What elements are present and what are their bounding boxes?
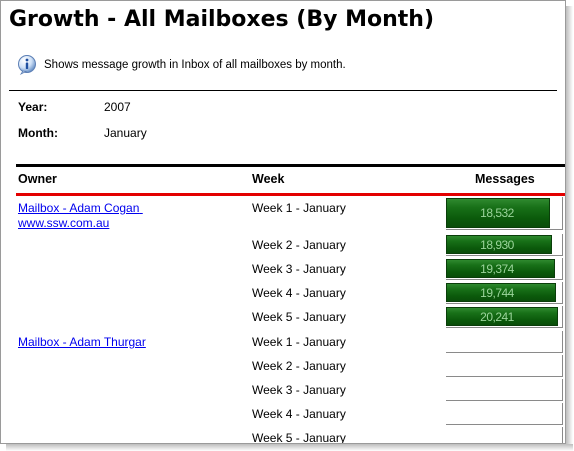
message-bar xyxy=(446,427,563,443)
month-value: January xyxy=(104,126,147,140)
week-label: Week 5 - January xyxy=(252,431,346,444)
week-label: Week 1 - January xyxy=(252,335,346,349)
message-bar xyxy=(446,379,563,401)
week-label: Week 1 - January xyxy=(252,201,346,215)
message-count: 19,744 xyxy=(480,285,514,300)
message-bar-fill: 19,744 xyxy=(446,283,556,302)
header-divider xyxy=(9,90,557,91)
page-title: Growth - All Mailboxes (By Month) xyxy=(9,7,435,32)
column-header-owner: Owner xyxy=(18,172,57,186)
message-count: 18,930 xyxy=(480,237,514,252)
info-icon xyxy=(18,55,36,75)
year-label: Year: xyxy=(18,100,48,114)
owner-name[interactable]: Mailbox - Adam Thurgar xyxy=(18,335,146,349)
message-bar xyxy=(446,331,563,353)
report-window: Growth - All Mailboxes (By Month) Shows … xyxy=(0,0,566,444)
column-header-week: Week xyxy=(252,172,285,186)
message-bar-fill: 18,930 xyxy=(446,235,552,254)
week-label: Week 3 - January xyxy=(252,262,346,276)
week-label: Week 5 - January xyxy=(252,310,346,324)
message-bar-fill: 18,532 xyxy=(446,198,550,228)
message-bar: 18,532 xyxy=(446,197,563,230)
window-shadow-right xyxy=(566,6,573,451)
week-label: Week 4 - January xyxy=(252,286,346,300)
info-text: Shows message growth in Inbox of all mai… xyxy=(44,59,346,71)
message-bar-fill: 19,374 xyxy=(446,259,555,278)
week-label: Week 4 - January xyxy=(252,407,346,421)
message-bar-fill: 20,241 xyxy=(446,307,558,326)
message-count: 19,374 xyxy=(480,261,514,276)
week-label: Week 2 - January xyxy=(252,359,346,373)
message-bar: 20,241 xyxy=(446,306,563,328)
owner-name[interactable]: Mailbox - Adam Cogan xyxy=(18,201,140,215)
table-top-rule xyxy=(16,164,565,167)
owner-link-adam-thurgar[interactable]: Mailbox - Adam Thurgar xyxy=(18,335,146,350)
week-label: Week 2 - January xyxy=(252,238,346,252)
owner-link-adam-cogan[interactable]: Mailbox - Adam Cogan www.ssw.com.au xyxy=(18,201,143,231)
owner-website[interactable]: www.ssw.com.au xyxy=(18,216,110,230)
column-header-messages: Messages xyxy=(475,172,535,186)
month-label: Month: xyxy=(18,126,58,140)
table-header-rule xyxy=(16,193,565,196)
info-note: Shows message growth in Inbox of all mai… xyxy=(17,54,346,76)
message-bar xyxy=(446,355,563,377)
message-bar: 19,374 xyxy=(446,258,563,280)
window-shadow-bottom xyxy=(6,444,573,451)
year-value: 2007 xyxy=(104,100,131,114)
week-label: Week 3 - January xyxy=(252,383,346,397)
message-count: 20,241 xyxy=(480,309,514,324)
message-bar: 18,930 xyxy=(446,234,563,256)
message-count: 18,532 xyxy=(480,206,514,220)
message-bar xyxy=(446,403,563,425)
message-bar: 19,744 xyxy=(446,282,563,304)
